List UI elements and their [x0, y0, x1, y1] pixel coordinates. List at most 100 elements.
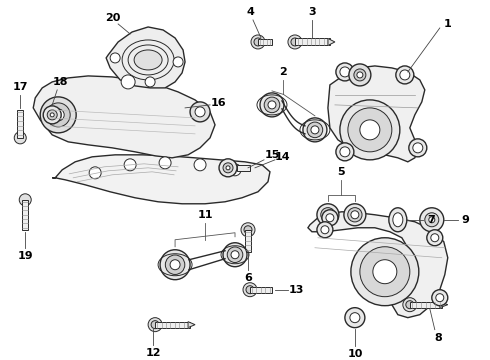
Circle shape [351, 211, 359, 219]
Circle shape [349, 64, 371, 86]
Polygon shape [245, 230, 251, 252]
Circle shape [344, 204, 366, 226]
Circle shape [354, 69, 366, 81]
Circle shape [348, 208, 362, 222]
Polygon shape [106, 27, 185, 88]
Circle shape [219, 159, 237, 177]
Circle shape [400, 70, 410, 80]
Circle shape [14, 132, 26, 144]
Circle shape [124, 159, 136, 171]
Polygon shape [22, 200, 28, 230]
Circle shape [357, 72, 363, 78]
Circle shape [406, 301, 414, 309]
Text: 1: 1 [444, 19, 452, 29]
Polygon shape [188, 322, 195, 328]
Circle shape [165, 255, 185, 274]
Text: 13: 13 [288, 285, 304, 295]
Circle shape [173, 57, 183, 67]
Circle shape [288, 35, 302, 49]
Circle shape [351, 238, 419, 306]
Circle shape [317, 204, 339, 226]
Circle shape [145, 77, 155, 87]
Circle shape [409, 139, 427, 157]
Circle shape [89, 167, 101, 179]
Circle shape [403, 298, 417, 312]
Text: 12: 12 [146, 348, 161, 357]
Circle shape [324, 211, 332, 219]
Circle shape [148, 318, 162, 332]
Circle shape [47, 110, 57, 120]
Circle shape [43, 106, 61, 124]
Circle shape [326, 214, 334, 222]
Polygon shape [410, 302, 442, 308]
Circle shape [241, 223, 255, 237]
Text: 8: 8 [434, 333, 441, 343]
Text: 15: 15 [264, 150, 280, 160]
Text: 5: 5 [338, 167, 345, 177]
Circle shape [227, 247, 243, 262]
Circle shape [350, 313, 360, 323]
Circle shape [223, 163, 233, 173]
Circle shape [413, 143, 423, 153]
Circle shape [431, 234, 439, 242]
Circle shape [420, 208, 444, 232]
Circle shape [160, 250, 190, 280]
Polygon shape [308, 212, 448, 318]
Text: 7: 7 [427, 215, 435, 225]
Circle shape [260, 93, 284, 117]
Circle shape [231, 251, 239, 259]
Polygon shape [258, 39, 272, 45]
Circle shape [373, 260, 397, 284]
Circle shape [432, 290, 448, 306]
Circle shape [425, 213, 439, 227]
Circle shape [348, 108, 392, 152]
Circle shape [243, 283, 257, 297]
Ellipse shape [134, 50, 162, 70]
Text: 3: 3 [308, 7, 316, 17]
Circle shape [429, 217, 435, 223]
Circle shape [251, 35, 265, 49]
Circle shape [170, 260, 180, 270]
Polygon shape [328, 39, 335, 45]
Circle shape [151, 321, 159, 329]
Polygon shape [52, 155, 270, 204]
Polygon shape [250, 287, 272, 293]
Circle shape [396, 66, 414, 84]
Text: 19: 19 [18, 251, 33, 261]
Circle shape [360, 247, 410, 297]
Circle shape [121, 75, 135, 89]
Circle shape [40, 97, 76, 133]
Circle shape [360, 120, 380, 140]
Circle shape [52, 109, 64, 121]
Circle shape [244, 226, 252, 234]
Circle shape [110, 53, 120, 63]
Circle shape [46, 103, 70, 127]
Circle shape [190, 102, 210, 122]
Text: 9: 9 [462, 215, 470, 225]
Circle shape [311, 126, 319, 134]
Circle shape [303, 118, 327, 142]
Circle shape [427, 230, 443, 246]
Text: 18: 18 [52, 77, 68, 87]
Ellipse shape [393, 213, 403, 227]
Text: 2: 2 [280, 67, 287, 77]
Circle shape [321, 208, 335, 222]
Circle shape [291, 38, 299, 46]
Text: 10: 10 [347, 348, 363, 359]
Circle shape [194, 159, 206, 171]
Circle shape [322, 210, 338, 226]
Circle shape [321, 226, 329, 234]
Circle shape [226, 166, 230, 170]
Circle shape [268, 101, 276, 109]
Ellipse shape [389, 208, 407, 232]
Circle shape [19, 194, 31, 206]
Circle shape [340, 67, 350, 77]
Polygon shape [33, 76, 215, 158]
Polygon shape [440, 302, 448, 308]
Polygon shape [17, 110, 23, 138]
Text: 14: 14 [275, 152, 291, 162]
Polygon shape [155, 322, 190, 328]
Circle shape [264, 97, 280, 113]
Circle shape [336, 143, 354, 161]
Circle shape [229, 164, 241, 176]
